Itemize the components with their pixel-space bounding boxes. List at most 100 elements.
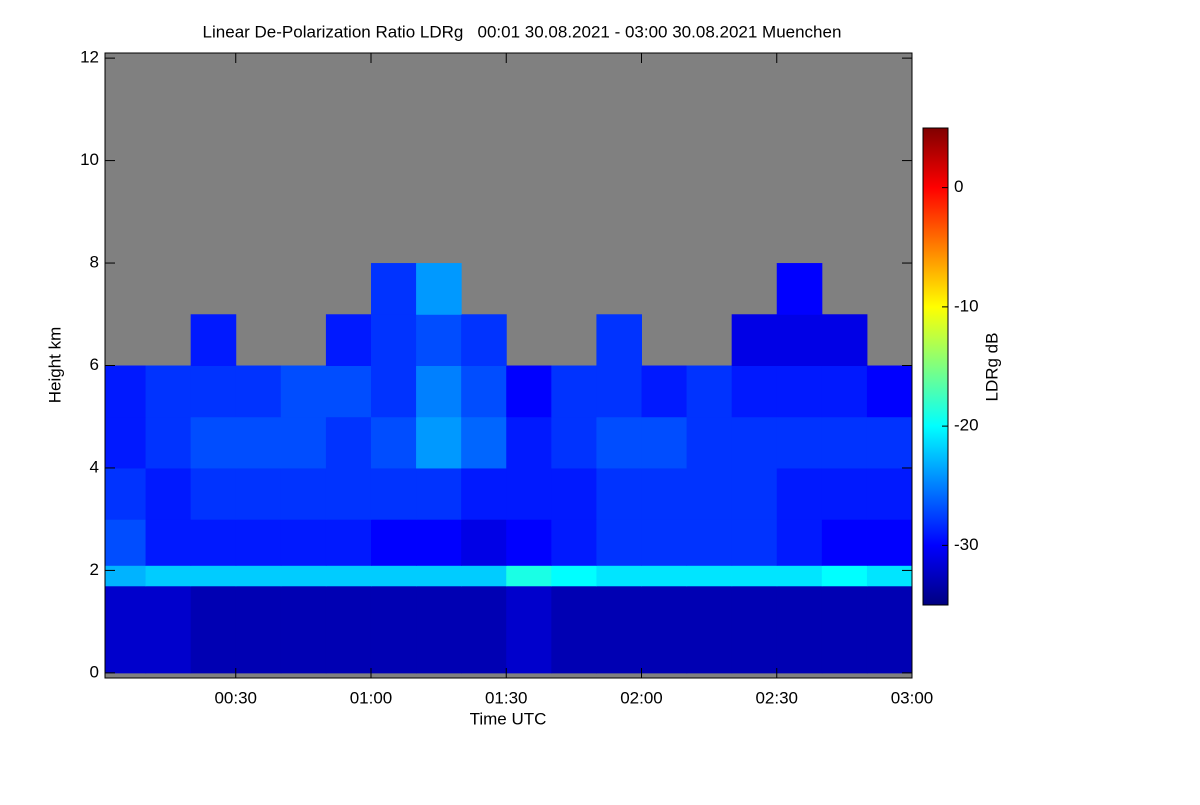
heatmap-cell — [551, 365, 597, 418]
heatmap-cell — [551, 565, 597, 587]
heatmap-cell — [235, 519, 282, 566]
heatmap-cell — [506, 585, 552, 674]
heatmap-cell — [416, 416, 462, 469]
heatmap-cell — [370, 565, 417, 587]
heatmap-cell — [686, 467, 733, 520]
heatmap-cell — [190, 416, 237, 469]
heatmap-cell — [370, 416, 417, 469]
heatmap-cell — [190, 467, 237, 520]
colorbar-tick-label: -10 — [954, 296, 979, 315]
heatmap-cell — [280, 519, 327, 566]
heatmap-cell — [190, 565, 237, 587]
y-tick-label: 0 — [90, 662, 99, 681]
heatmap-cell — [731, 365, 778, 418]
y-axis-label: Height km — [45, 327, 64, 404]
heatmap-cell — [821, 585, 868, 674]
heatmap-cell — [145, 585, 192, 674]
heatmap-cell — [686, 519, 733, 566]
heatmap-cell — [596, 416, 642, 469]
heatmap-cell — [551, 519, 597, 566]
heatmap-cell — [416, 565, 462, 587]
heatmap-cell — [776, 365, 823, 418]
x-tick-label: 03:00 — [891, 688, 934, 707]
heatmap-cell — [821, 416, 868, 469]
heatmap-cell — [190, 585, 237, 674]
heatmap-cell — [776, 585, 823, 674]
heatmap-cell — [280, 365, 327, 418]
x-tick-label: 00:30 — [214, 688, 257, 707]
heatmap-cell — [235, 585, 282, 674]
heatmap-cell — [686, 365, 733, 418]
heatmap-cell — [235, 467, 282, 520]
heatmap-cell — [506, 519, 552, 566]
heatmap-cell — [461, 565, 507, 587]
y-tick-label: 10 — [80, 150, 99, 169]
heatmap-cell — [461, 365, 507, 418]
heatmap-cell — [105, 519, 147, 566]
heatmap-cell — [731, 416, 778, 469]
heatmap-cell — [731, 519, 778, 566]
x-tick-label: 02:30 — [755, 688, 798, 707]
colorbar-label: LDRg dB — [982, 333, 1001, 402]
heatmap-cell — [596, 365, 642, 418]
heatmap-cell — [461, 314, 507, 366]
heatmap-cell — [641, 365, 688, 418]
heatmap-cell — [325, 467, 372, 520]
y-tick-label: 2 — [90, 560, 99, 579]
heatmap-cell — [866, 565, 913, 587]
chart-title: Linear De-Polarization Ratio LDRg 00:01 … — [203, 22, 842, 41]
heatmap-cell — [686, 416, 733, 469]
x-tick-label: 02:00 — [620, 688, 663, 707]
heatmap-cell — [821, 314, 868, 366]
heatmap-cell — [325, 365, 372, 418]
heatmap-cell — [776, 467, 823, 520]
heatmap-cell — [866, 585, 913, 674]
heatmap-cell — [776, 519, 823, 566]
heatmap-cell — [235, 416, 282, 469]
heatmap-cell — [416, 467, 462, 520]
heatmap-cell — [866, 519, 913, 566]
x-axis-label: Time UTC — [470, 709, 547, 728]
heatmap-cell — [641, 565, 688, 587]
colorbar-tick-label: -30 — [954, 535, 979, 554]
heatmap-cell — [866, 416, 913, 469]
heatmap-cell — [821, 467, 868, 520]
heatmap-cell — [105, 416, 147, 469]
heatmap-cell — [325, 565, 372, 587]
heatmap-cell — [686, 565, 733, 587]
heatmap-cell — [325, 314, 372, 366]
heatmap-cell — [866, 467, 913, 520]
heatmap-cell — [325, 519, 372, 566]
heatmap-cell — [370, 365, 417, 418]
heatmap-cell — [190, 365, 237, 418]
heatmap-cell — [596, 519, 642, 566]
heatmap-cell — [821, 519, 868, 566]
heatmap-cell — [461, 467, 507, 520]
heatmap-cell — [641, 519, 688, 566]
heatmap-cell — [145, 519, 192, 566]
heatmap-cell — [596, 565, 642, 587]
heatmap-cell — [416, 365, 462, 418]
heatmap-cell — [731, 314, 778, 366]
heatmap-cell — [280, 467, 327, 520]
heatmap-cell — [370, 263, 417, 315]
heatmap-cell — [280, 585, 327, 674]
heatmap-cell — [776, 314, 823, 366]
heatmap-cell — [731, 467, 778, 520]
heatmap-cell — [596, 314, 642, 366]
heatmap-cell — [461, 585, 507, 674]
heatmap-cell — [325, 416, 372, 469]
heatmap-cell — [416, 585, 462, 674]
heatmap-cell — [280, 416, 327, 469]
heatmap-cell — [325, 585, 372, 674]
heatmap-cell — [416, 314, 462, 366]
colorbar-tick-label: -20 — [954, 416, 979, 435]
heatmap-cell — [596, 467, 642, 520]
heatmap-cell — [551, 416, 597, 469]
heatmap-cell — [370, 467, 417, 520]
heatmap-cell — [235, 365, 282, 418]
y-tick-label: 6 — [90, 355, 99, 374]
heatmap-cell — [105, 467, 147, 520]
y-tick-label: 8 — [90, 253, 99, 272]
